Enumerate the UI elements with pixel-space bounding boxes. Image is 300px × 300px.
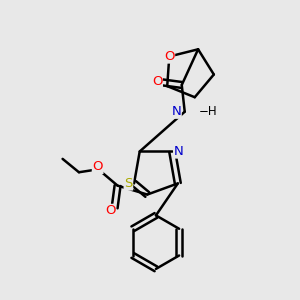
- Text: O: O: [105, 204, 116, 218]
- Text: N: N: [174, 145, 183, 158]
- Text: −H: −H: [199, 105, 218, 118]
- Text: N: N: [171, 105, 181, 118]
- Text: S: S: [124, 177, 133, 190]
- Text: O: O: [152, 76, 162, 88]
- Text: O: O: [92, 160, 103, 173]
- Text: O: O: [164, 50, 175, 63]
